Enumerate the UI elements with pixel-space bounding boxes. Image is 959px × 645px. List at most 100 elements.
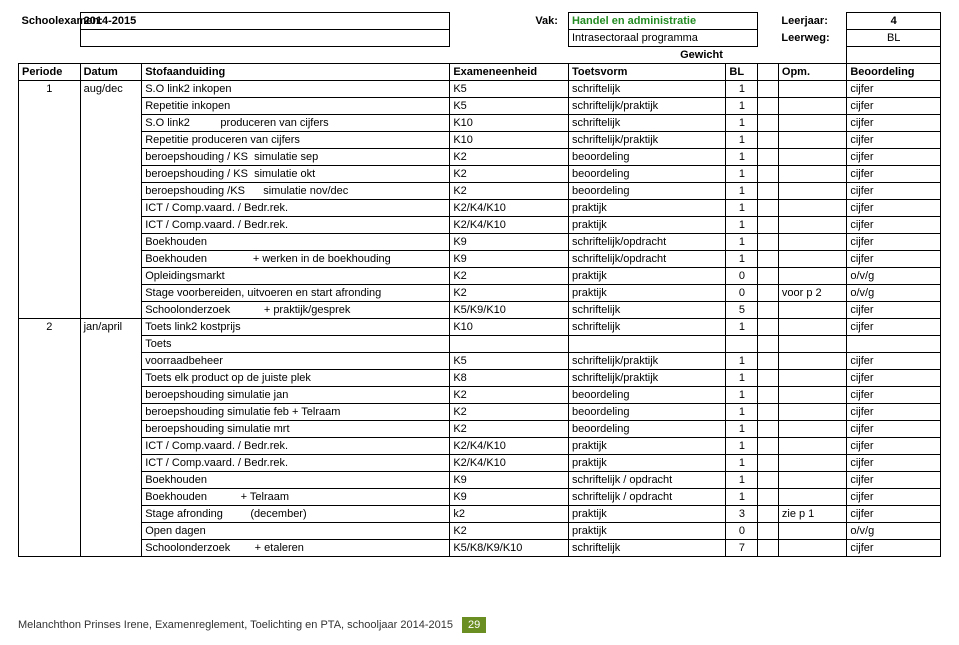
toetsvorm-cell: beoordeling <box>568 387 725 404</box>
beoordeling-cell: cijfer <box>847 540 941 557</box>
bl-cell: 3 <box>726 506 758 523</box>
bl-cell: 1 <box>726 489 758 506</box>
blank-cell <box>758 302 779 319</box>
table-row: beroepshouding simulatie feb + TelraamK2… <box>19 404 941 421</box>
table-row: ICT / Comp.vaard. / Bedr.rek.K2/K4/K10pr… <box>19 200 941 217</box>
table-row: beroepshouding simulatie mrtK2beoordelin… <box>19 421 941 438</box>
table-row: Toets <box>19 336 941 353</box>
opm-cell <box>778 353 846 370</box>
leerjaar-label: Leerjaar: <box>778 13 846 30</box>
toetsvorm-cell: schriftelijk/praktijk <box>568 353 725 370</box>
stof-cell: beroepshouding simulatie feb + Telraam <box>142 404 450 421</box>
stof-cell: beroepshouding / KS simulatie okt <box>142 166 450 183</box>
toetsvorm-cell: schriftelijk <box>568 115 725 132</box>
toetsvorm-cell: beoordeling <box>568 421 725 438</box>
bl-cell: 1 <box>726 472 758 489</box>
beoordeling-cell: cijfer <box>847 387 941 404</box>
opm-cell <box>778 472 846 489</box>
table-row: S.O link2 produceren van cijfersK10schri… <box>19 115 941 132</box>
stof-cell: Boekhouden <box>142 472 450 489</box>
exameneenheid-cell: K2/K4/K10 <box>450 200 569 217</box>
exameneenheid-cell: K2 <box>450 166 569 183</box>
col-blank <box>758 64 779 81</box>
exameneenheid-cell: K10 <box>450 132 569 149</box>
beoordeling-cell: cijfer <box>847 353 941 370</box>
opm-cell <box>778 523 846 540</box>
table-row: Boekhouden + werken in de boekhoudingK9s… <box>19 251 941 268</box>
table-row: BoekhoudenK9schriftelijk/opdracht1cijfer <box>19 234 941 251</box>
blank-cell <box>758 183 779 200</box>
opm-cell <box>778 166 846 183</box>
blank-cell <box>758 404 779 421</box>
table-row: 2jan/aprilToets link2 kostprijsK10schrif… <box>19 319 941 336</box>
blank-cell <box>758 455 779 472</box>
opm-cell <box>778 251 846 268</box>
stof-cell: Open dagen <box>142 523 450 540</box>
exameneenheid-cell: K9 <box>450 234 569 251</box>
stof-cell: Repetitie produceren van cijfers <box>142 132 450 149</box>
table-row: Schoolonderzoek + praktijk/gesprekK5/K9/… <box>19 302 941 319</box>
stof-cell: ICT / Comp.vaard. / Bedr.rek. <box>142 438 450 455</box>
exameneenheid-cell: K10 <box>450 319 569 336</box>
opm-cell <box>778 404 846 421</box>
stof-cell: beroepshouding / KS simulatie sep <box>142 149 450 166</box>
exameneenheid-cell: K5/K8/K9/K10 <box>450 540 569 557</box>
beoordeling-cell: o/v/g <box>847 523 941 540</box>
toetsvorm-cell: praktijk <box>568 455 725 472</box>
bl-cell: 1 <box>726 166 758 183</box>
toetsvorm-cell: praktijk <box>568 506 725 523</box>
beoordeling-cell <box>847 336 941 353</box>
toetsvorm-cell: praktijk <box>568 285 725 302</box>
bl-cell: 0 <box>726 268 758 285</box>
beoordeling-cell: cijfer <box>847 370 941 387</box>
col-exameneenheid: Exameneenheid <box>450 64 569 81</box>
schoolexamen-label: Schoolexamen: <box>19 13 81 30</box>
leerweg-label: Leerweg: <box>778 30 846 47</box>
opm-cell <box>778 540 846 557</box>
table-row: Toets elk product op de juiste plekK8sch… <box>19 370 941 387</box>
blank-cell <box>758 523 779 540</box>
table-row: beroepshouding simulatie janK2beoordelin… <box>19 387 941 404</box>
exameneenheid-cell: K5 <box>450 81 569 98</box>
beoordeling-cell: cijfer <box>847 438 941 455</box>
bl-cell: 1 <box>726 234 758 251</box>
opm-cell <box>778 81 846 98</box>
opm-cell <box>778 438 846 455</box>
exameneenheid-cell: K2 <box>450 149 569 166</box>
blank-cell <box>758 285 779 302</box>
stof-cell: Stage afronding (december) <box>142 506 450 523</box>
footer-text: Melanchthon Prinses Irene, Examenregleme… <box>18 619 453 631</box>
col-toetsvorm: Toetsvorm <box>568 64 725 81</box>
stof-cell: Boekhouden + Telraam <box>142 489 450 506</box>
opm-cell <box>778 336 846 353</box>
periode-cell: 2 <box>19 319 81 557</box>
leerjaar-value: 4 <box>847 13 941 30</box>
blank-cell <box>758 421 779 438</box>
bl-cell: 1 <box>726 183 758 200</box>
blank-cell <box>758 166 779 183</box>
col-beoordeling: Beoordeling <box>847 64 941 81</box>
blank-cell <box>758 506 779 523</box>
toetsvorm-cell: beoordeling <box>568 149 725 166</box>
blank-cell <box>758 234 779 251</box>
exameneenheid-cell: K2 <box>450 183 569 200</box>
bl-cell: 1 <box>726 455 758 472</box>
beoordeling-cell: cijfer <box>847 132 941 149</box>
toetsvorm-cell: praktijk <box>568 268 725 285</box>
opm-cell <box>778 268 846 285</box>
datum-cell: jan/april <box>80 319 142 557</box>
beoordeling-cell: cijfer <box>847 234 941 251</box>
opm-cell <box>778 183 846 200</box>
stof-cell: ICT / Comp.vaard. / Bedr.rek. <box>142 217 450 234</box>
exameneenheid-cell: K5 <box>450 98 569 115</box>
blank-cell <box>758 472 779 489</box>
stof-cell: Toets link2 kostprijs <box>142 319 450 336</box>
exameneenheid-cell: K2 <box>450 421 569 438</box>
bl-cell: 1 <box>726 387 758 404</box>
bl-cell: 1 <box>726 115 758 132</box>
bl-cell: 1 <box>726 81 758 98</box>
bl-cell <box>726 336 758 353</box>
exameneenheid-cell: K8 <box>450 370 569 387</box>
exameneenheid-cell: K9 <box>450 472 569 489</box>
blank-cell <box>758 81 779 98</box>
